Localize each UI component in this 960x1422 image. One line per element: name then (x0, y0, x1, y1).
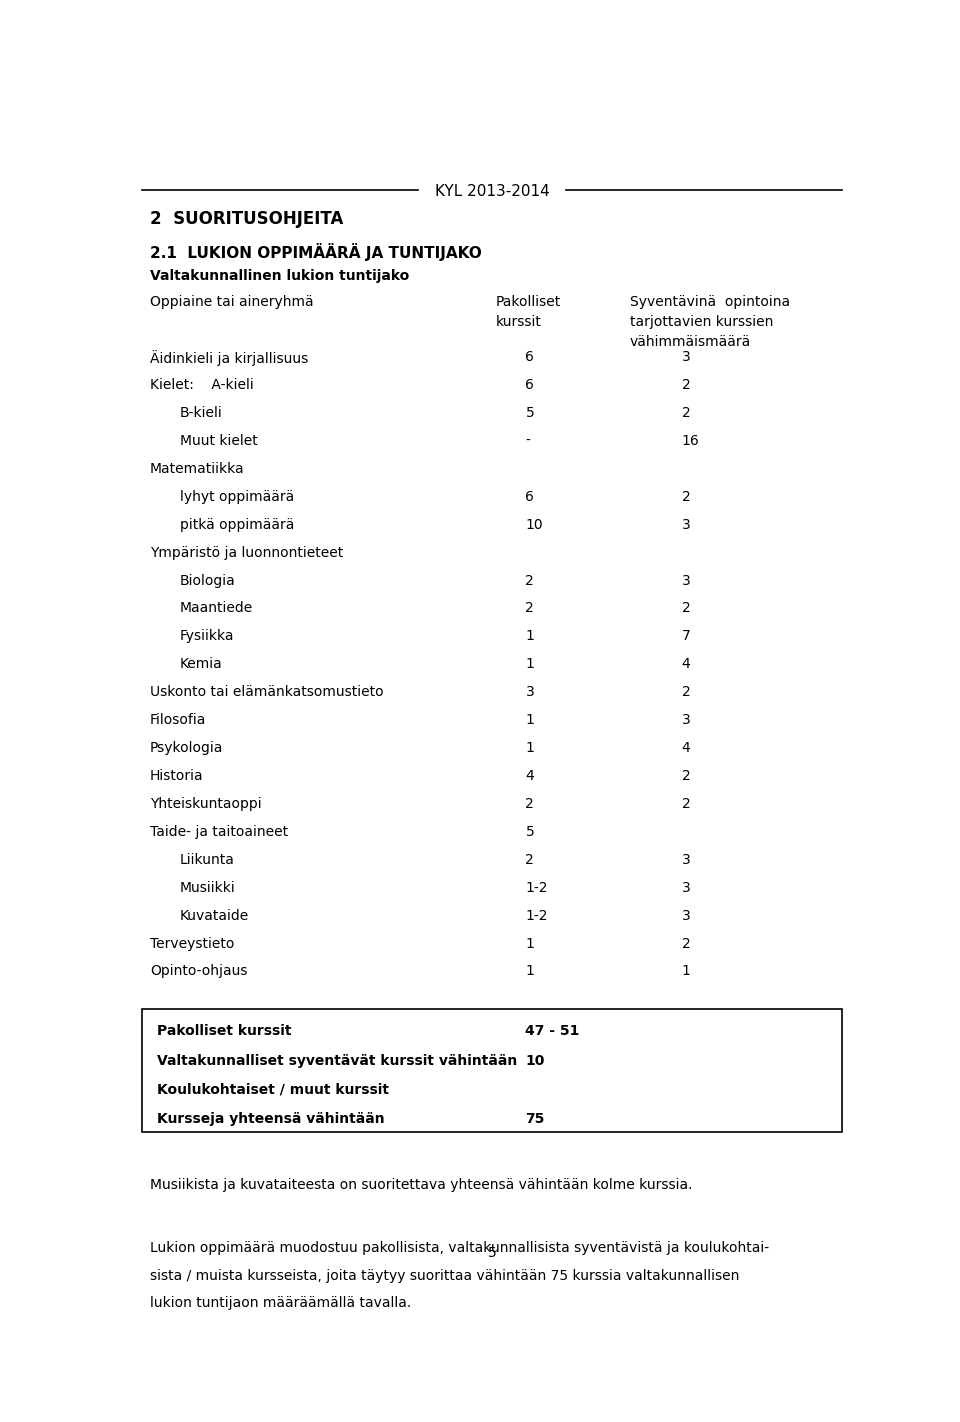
Text: 1: 1 (525, 657, 535, 671)
Text: 6: 6 (525, 489, 535, 503)
Text: 47 - 51: 47 - 51 (525, 1024, 580, 1038)
Text: Maantiede: Maantiede (180, 602, 252, 616)
Text: lukion tuntijaon määräämällä tavalla.: lukion tuntijaon määräämällä tavalla. (150, 1295, 411, 1310)
Text: Ympäristö ja luonnontieteet: Ympäristö ja luonnontieteet (150, 546, 343, 560)
Text: tarjottavien kurssien: tarjottavien kurssien (630, 316, 773, 328)
Text: 1: 1 (525, 937, 535, 950)
Text: Koulukohtaiset / muut kurssit: Koulukohtaiset / muut kurssit (157, 1084, 389, 1096)
Text: Syventävinä  opintoina: Syventävinä opintoina (630, 296, 790, 310)
Text: Yhteiskuntaoppi: Yhteiskuntaoppi (150, 796, 261, 811)
Bar (142, 1010, 842, 1132)
Text: Kielet:    A-kieli: Kielet: A-kieli (150, 378, 253, 392)
Text: Kursseja yhteensä vähintään: Kursseja yhteensä vähintään (157, 1112, 385, 1126)
Text: Biologia: Biologia (180, 573, 235, 587)
Text: Valtakunnalliset syventävät kurssit vähintään: Valtakunnalliset syventävät kurssit vähi… (157, 1054, 517, 1068)
Text: 3: 3 (682, 573, 690, 587)
Text: 6: 6 (525, 350, 535, 364)
Text: lyhyt oppimäärä: lyhyt oppimäärä (180, 489, 294, 503)
Text: Historia: Historia (150, 769, 204, 784)
Text: 2  SUORITUSOHJEITA: 2 SUORITUSOHJEITA (150, 210, 343, 228)
Text: 2: 2 (682, 489, 690, 503)
Text: 1: 1 (525, 630, 535, 643)
Text: 10: 10 (525, 1054, 545, 1068)
Text: 2: 2 (525, 853, 534, 867)
Text: -: - (525, 434, 530, 448)
Text: 2: 2 (525, 602, 534, 616)
Text: Musiikista ja kuvataiteesta on suoritettava yhteensä vähintään kolme kurssia.: Musiikista ja kuvataiteesta on suoritett… (150, 1177, 692, 1192)
Text: 16: 16 (682, 434, 700, 448)
Text: 1: 1 (682, 964, 690, 978)
Text: 3: 3 (682, 880, 690, 894)
Text: 1: 1 (525, 741, 535, 755)
Text: sista / muista kursseista, joita täytyy suorittaa vähintään 75 kurssia valtakunn: sista / muista kursseista, joita täytyy … (150, 1268, 739, 1283)
Text: Äidinkieli ja kirjallisuus: Äidinkieli ja kirjallisuus (150, 350, 308, 365)
Text: 2: 2 (682, 796, 690, 811)
Text: KYL 2013-2014: KYL 2013-2014 (435, 183, 549, 199)
Text: Muut kielet: Muut kielet (180, 434, 257, 448)
Text: 4: 4 (525, 769, 534, 784)
Text: Taide- ja taitoaineet: Taide- ja taitoaineet (150, 825, 288, 839)
Text: 2: 2 (682, 602, 690, 616)
Text: 1-2: 1-2 (525, 880, 548, 894)
Text: Terveystieto: Terveystieto (150, 937, 234, 950)
Text: Psykologia: Psykologia (150, 741, 223, 755)
Text: Fysiikka: Fysiikka (180, 630, 234, 643)
Text: pitkä oppimäärä: pitkä oppimäärä (180, 518, 294, 532)
Text: Pakolliset: Pakolliset (495, 296, 561, 310)
Text: Kemia: Kemia (180, 657, 223, 671)
Text: 3: 3 (682, 518, 690, 532)
Text: 3: 3 (682, 714, 690, 727)
Text: 5: 5 (525, 407, 534, 419)
Text: 1: 1 (525, 964, 535, 978)
Text: 3: 3 (525, 685, 534, 700)
Text: Oppiaine tai aineryhmä: Oppiaine tai aineryhmä (150, 296, 313, 310)
Text: Pakolliset kurssit: Pakolliset kurssit (157, 1024, 292, 1038)
Text: 2: 2 (525, 796, 534, 811)
Text: Uskonto tai elämänkatsomustieto: Uskonto tai elämänkatsomustieto (150, 685, 383, 700)
Text: B-kieli: B-kieli (180, 407, 223, 419)
Text: Musiikki: Musiikki (180, 880, 235, 894)
Text: kurssit: kurssit (495, 316, 541, 328)
Text: 1: 1 (525, 714, 535, 727)
Text: 3: 3 (682, 909, 690, 923)
Text: 2: 2 (525, 573, 534, 587)
Text: 5: 5 (525, 825, 534, 839)
Text: 2: 2 (682, 937, 690, 950)
Text: 1-2: 1-2 (525, 909, 548, 923)
Text: 2: 2 (682, 407, 690, 419)
Text: Valtakunnallinen lukion tuntijako: Valtakunnallinen lukion tuntijako (150, 269, 409, 283)
Text: vähimmäismäärä: vähimmäismäärä (630, 336, 751, 348)
Text: 75: 75 (525, 1112, 545, 1126)
Text: Lukion oppimäärä muodostuu pakollisista, valtakunnallisista syventävistä ja koul: Lukion oppimäärä muodostuu pakollisista,… (150, 1241, 769, 1256)
Text: 10: 10 (525, 518, 543, 532)
Text: 6: 6 (525, 378, 535, 392)
Text: 2: 2 (682, 378, 690, 392)
Text: Matematiikka: Matematiikka (150, 462, 245, 476)
Text: 3: 3 (682, 853, 690, 867)
Text: Liikunta: Liikunta (180, 853, 234, 867)
Text: Opinto-ohjaus: Opinto-ohjaus (150, 964, 248, 978)
Text: 3: 3 (682, 350, 690, 364)
Text: 4: 4 (682, 741, 690, 755)
Text: 4: 4 (682, 657, 690, 671)
Text: 7: 7 (682, 630, 690, 643)
Text: 2: 2 (682, 769, 690, 784)
Text: 5: 5 (488, 1246, 496, 1260)
Text: 2.1  LUKION OPPIMÄÄRÄ JA TUNTIJAKO: 2.1 LUKION OPPIMÄÄRÄ JA TUNTIJAKO (150, 243, 482, 260)
Text: Filosofia: Filosofia (150, 714, 206, 727)
Text: 2: 2 (682, 685, 690, 700)
Text: Kuvataide: Kuvataide (180, 909, 249, 923)
